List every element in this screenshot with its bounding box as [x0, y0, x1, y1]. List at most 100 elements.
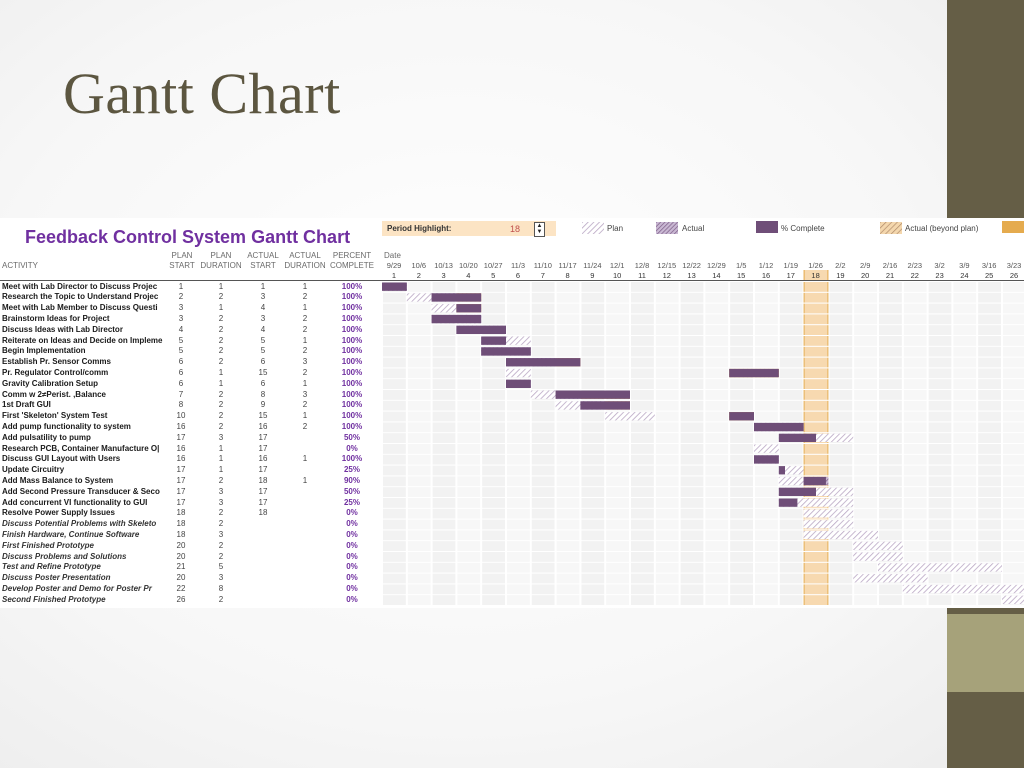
percent-complete-value: 100%: [341, 378, 363, 388]
actual-duration-value: 1: [302, 411, 308, 421]
percent-complete-value: 0%: [346, 562, 358, 572]
actual-start-value: 6: [260, 357, 266, 367]
actual-duration-value: 2: [302, 346, 308, 356]
date-label: 1/5: [735, 261, 747, 270]
grid-row-line: [382, 475, 1024, 477]
activity-label: Add pump functionality to system: [2, 421, 131, 431]
activity-label: Comm w 2≠Perist. ,Balance: [2, 389, 106, 399]
percent-complete-value: 100%: [341, 389, 363, 399]
percent-complete-bar: [382, 282, 407, 291]
plan-start-value: 21: [176, 562, 186, 572]
plan-bar: [853, 541, 903, 550]
percent-complete-value: 25%: [343, 465, 360, 475]
grid-row-line: [382, 507, 1024, 509]
actual-duration-value: 1: [302, 454, 308, 464]
decor-bar-bottom: [947, 692, 1024, 768]
plan-duration-value: 1: [218, 303, 224, 313]
activity-label: Brainstorm Ideas for Project: [2, 313, 110, 323]
date-label: 10/6: [411, 261, 427, 270]
header-underline: [0, 280, 1024, 281]
plan-duration-value: 3: [218, 432, 224, 442]
plan-start-value: 5: [178, 346, 184, 356]
plan-bar: [778, 466, 804, 475]
actual-duration-value: 1: [302, 475, 308, 485]
actual-duration-value: 1: [302, 378, 308, 388]
activity-label: Pr. Regulator Control/comm: [2, 367, 109, 377]
percent-complete-value: 100%: [341, 400, 363, 410]
activity-label: 1st Draft GUI: [2, 400, 51, 410]
percent-complete-bar: [506, 379, 531, 388]
period-spinner-icon[interactable]: ▲ ▼: [534, 222, 545, 237]
percent-complete-value: 100%: [341, 303, 363, 313]
grid-row-line: [382, 486, 1024, 488]
actual-start-value: 17: [258, 465, 268, 475]
plan-bar: [431, 304, 457, 313]
plan-start-value: 16: [176, 454, 186, 464]
actual-duration-value: 3: [302, 357, 308, 367]
percent-complete-value: 100%: [341, 357, 363, 367]
date-label: 3/9: [959, 261, 970, 270]
period-number: 24: [960, 271, 969, 280]
actual-start-value: 5: [260, 335, 266, 345]
date-label: 11/17: [558, 261, 577, 270]
actual-duration-value: 2: [302, 367, 308, 377]
legend-plan-label: Plan: [607, 224, 624, 233]
activity-label: Begin Implementation: [2, 346, 86, 356]
grid-row-line: [382, 443, 1024, 444]
plan-start-value: 16: [176, 443, 186, 453]
activity-label: Discuss Potential Problems with Skeleto: [2, 519, 157, 529]
date-label: 12/22: [682, 261, 701, 270]
activity-label: Research the Topic to Understand Projec: [2, 292, 159, 302]
plan-duration-value: 2: [218, 594, 224, 604]
date-label: 10/27: [483, 261, 503, 270]
plan-duration-value: 2: [218, 324, 224, 334]
plan-start-value: 8: [178, 400, 184, 410]
activity-label: Add Mass Balance to System: [2, 475, 114, 485]
plan-duration-value: 2: [218, 346, 224, 356]
actual-start-value: 17: [258, 497, 268, 507]
grid-row-line: [382, 378, 1024, 380]
grid-row-line: [382, 345, 1024, 347]
activity-label: Add concurrent VI functionality to GUI: [2, 497, 148, 507]
grid-row-line: [382, 529, 1024, 531]
plan-duration-value: 3: [218, 573, 224, 583]
plan-duration-value: 2: [218, 292, 224, 302]
grid-row-line: [382, 594, 1024, 596]
activity-label: Meet with Lab Director to Discuss Projec: [2, 281, 158, 291]
grid-row-line: [382, 540, 1024, 542]
period-number: 13: [687, 271, 696, 280]
date-label: 11/3: [510, 261, 526, 270]
plan-start-value: 5: [178, 335, 184, 345]
grid-row-line: [382, 367, 1024, 369]
actual-duration-value: 2: [302, 292, 308, 302]
date-label: 10/13: [434, 261, 453, 270]
grid-row-line: [382, 497, 1024, 498]
actual-start-value: 1: [260, 281, 266, 291]
percent-complete-bar: [729, 368, 779, 378]
actual-duration-value: 2: [302, 313, 308, 323]
period-number: 10: [613, 271, 622, 280]
plan-bar: [803, 530, 878, 540]
activity-label: Add pulsatility to pump: [2, 432, 91, 442]
plan-duration-value: 1: [218, 443, 224, 453]
percent-complete-bar: [481, 347, 531, 356]
grid-row-line: [382, 551, 1024, 552]
plan-start-value: 18: [176, 519, 186, 529]
date-label: 3/16: [981, 261, 997, 270]
plan-bar: [803, 509, 854, 518]
activity-label: Develop Poster and Demo for Poster Pr: [2, 583, 152, 593]
legend-complete-swatch: [756, 221, 778, 233]
percent-complete-value: 100%: [341, 411, 363, 421]
date-label: 2/16: [882, 261, 898, 270]
grid-row-line: [382, 432, 1024, 434]
period-number: 1: [391, 271, 397, 280]
period-highlight-value[interactable]: 18: [509, 224, 520, 234]
date-label: 11/10: [533, 261, 552, 270]
plan-duration-value: 2: [218, 551, 224, 561]
grid-row-line: [382, 356, 1024, 358]
actual-duration-value: 3: [302, 389, 308, 399]
plan-duration-value: 3: [218, 529, 224, 539]
actual-start-value: 18: [258, 508, 268, 518]
plan-duration-value: 2: [218, 519, 224, 529]
